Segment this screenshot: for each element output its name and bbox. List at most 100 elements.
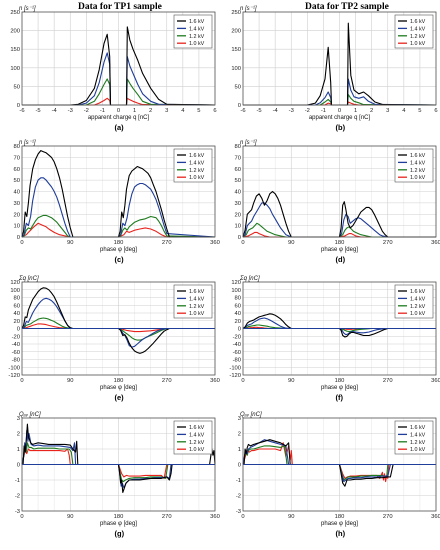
- y-tick-label: 150: [231, 47, 241, 53]
- y-axis-label: Qₐᵥ [nC]: [19, 412, 41, 418]
- panel-letter: (f): [336, 393, 344, 402]
- x-tick-label: 2: [149, 108, 152, 114]
- plot-frame: [242, 11, 437, 106]
- legend-label: 1.4 kV: [410, 160, 426, 166]
- y-tick-label: 50: [235, 178, 241, 184]
- legend-label: 1.0 kV: [410, 175, 426, 181]
- y-tick-label: -1: [15, 478, 20, 484]
- x-tick-label: 1: [354, 108, 357, 114]
- y-tick-label: -1: [236, 478, 241, 484]
- x-axis-label: apparent charge q [nC]: [309, 115, 371, 121]
- y-axis-label: n [s⁻¹]: [19, 6, 36, 12]
- x-tick-label: -1: [321, 108, 326, 114]
- x-axis-label: phase φ [deg]: [100, 521, 137, 527]
- y-tick-label: 250: [10, 10, 20, 16]
- y-tick-label: 0: [17, 327, 20, 333]
- x-tick-label: -3: [289, 108, 294, 114]
- x-tick-label: 0: [241, 514, 244, 520]
- plot-frame: [21, 145, 216, 238]
- y-tick-label: -2: [236, 494, 241, 500]
- y-tick-label: 40: [14, 311, 20, 317]
- legend: 1.6 kV1.4 kV 1.2 kV1.0 kV: [173, 284, 213, 319]
- y-tick-label: 20: [235, 212, 241, 218]
- y-tick-label: 60: [14, 167, 20, 173]
- x-tick-label: 270: [162, 514, 172, 520]
- x-tick-label: 0: [241, 240, 244, 246]
- x-tick-label: 6: [213, 108, 216, 114]
- y-tick-label: 50: [235, 84, 241, 90]
- x-tick-label: 0: [117, 108, 120, 114]
- y-tick-label: 3: [17, 416, 20, 422]
- x-tick-label: 270: [162, 378, 172, 384]
- legend-label: 1.6 kV: [189, 19, 205, 25]
- y-tick-label: 40: [235, 190, 241, 196]
- y-axis-label: n [s⁻¹]: [240, 6, 257, 12]
- y-tick-label: 40: [14, 190, 20, 196]
- y-tick-label: 2: [17, 432, 20, 438]
- legend-label: 1.2 kV: [410, 168, 426, 174]
- legend-label: 1.4 kV: [189, 160, 205, 166]
- y-tick-label: -40: [12, 342, 20, 348]
- x-tick-label: -3: [68, 108, 73, 114]
- y-tick-label: 60: [235, 303, 241, 309]
- series-line-16kv: [242, 190, 436, 238]
- chart-panel-c: 0 90 180 270 360 0 10 20 30 40 50 60 70 80n [s⁻¹] phas…: [14, 140, 220, 264]
- legend: 1.6 kV1.4 kV 1.2 kV1.0 kV: [173, 148, 213, 183]
- y-tick-label: -2: [15, 494, 20, 500]
- y-tick-label: 80: [235, 144, 241, 150]
- panel-letter: (d): [336, 255, 346, 264]
- y-tick-label: 120: [10, 280, 20, 286]
- x-tick-label: 180: [335, 378, 345, 384]
- y-tick-label: 80: [14, 296, 20, 302]
- y-tick-label: -120: [8, 373, 20, 379]
- y-axis-label: Σq [nC]: [18, 276, 39, 282]
- x-tick-label: 360: [431, 240, 440, 246]
- x-axis-label: phase φ [deg]: [321, 385, 358, 391]
- x-tick-label: 0: [241, 378, 244, 384]
- x-tick-label: 180: [335, 514, 345, 520]
- y-tick-label: -80: [12, 358, 20, 364]
- x-tick-label: 90: [288, 240, 294, 246]
- x-tick-label: 2: [370, 108, 373, 114]
- y-tick-label: 1: [238, 447, 241, 453]
- legend: 1.6 kV1.4 kV 1.2 kV1.0 kV: [173, 420, 213, 455]
- x-axis-label: phase φ [deg]: [100, 247, 137, 253]
- legend-label: 1.4 kV: [410, 296, 426, 302]
- legend-label: 1.0 kV: [410, 447, 426, 453]
- y-tick-label: 20: [235, 319, 241, 325]
- x-tick-label: 0: [20, 514, 23, 520]
- x-tick-label: 4: [181, 108, 185, 114]
- y-tick-label: 3: [238, 416, 241, 422]
- y-tick-label: 2: [238, 432, 241, 438]
- legend-label: 1.0 kV: [189, 41, 205, 47]
- x-tick-label: 90: [67, 378, 73, 384]
- y-tick-label: -3: [15, 509, 20, 515]
- x-tick-label: -2: [84, 108, 89, 114]
- y-tick-label: 200: [231, 29, 241, 35]
- x-tick-label: 180: [335, 240, 345, 246]
- plot-frame: [242, 145, 437, 238]
- y-tick-label: 50: [14, 178, 20, 184]
- legend-label: 1.4 kV: [410, 26, 426, 32]
- x-tick-label: -4: [273, 108, 279, 114]
- legend: 1.6 kV1.4 kV 1.2 kV1.0 kV: [173, 14, 213, 49]
- legend-label: 1.6 kV: [410, 153, 426, 159]
- legend-label: 1.4 kV: [189, 296, 205, 302]
- panel-letter: (a): [115, 123, 125, 132]
- panel-letter: (g): [115, 529, 125, 538]
- legend-label: 1.2 kV: [410, 34, 426, 40]
- plot-frame: [242, 417, 437, 512]
- x-tick-label: 90: [288, 378, 294, 384]
- y-tick-label: 100: [10, 288, 20, 294]
- legend-label: 1.6 kV: [410, 425, 426, 431]
- x-tick-label: -1: [100, 108, 105, 114]
- legend: 1.6 kV1.4 kV 1.2 kV1.0 kV: [394, 14, 434, 49]
- panel-letter: (c): [115, 255, 125, 264]
- y-tick-label: -20: [12, 334, 20, 340]
- x-tick-label: 90: [67, 240, 73, 246]
- chart-panel-e: 0 90 180 270 360-120-100-80-60-40-2002040608…: [8, 276, 219, 402]
- y-tick-label: 80: [14, 144, 20, 150]
- x-tick-label: 0: [20, 240, 23, 246]
